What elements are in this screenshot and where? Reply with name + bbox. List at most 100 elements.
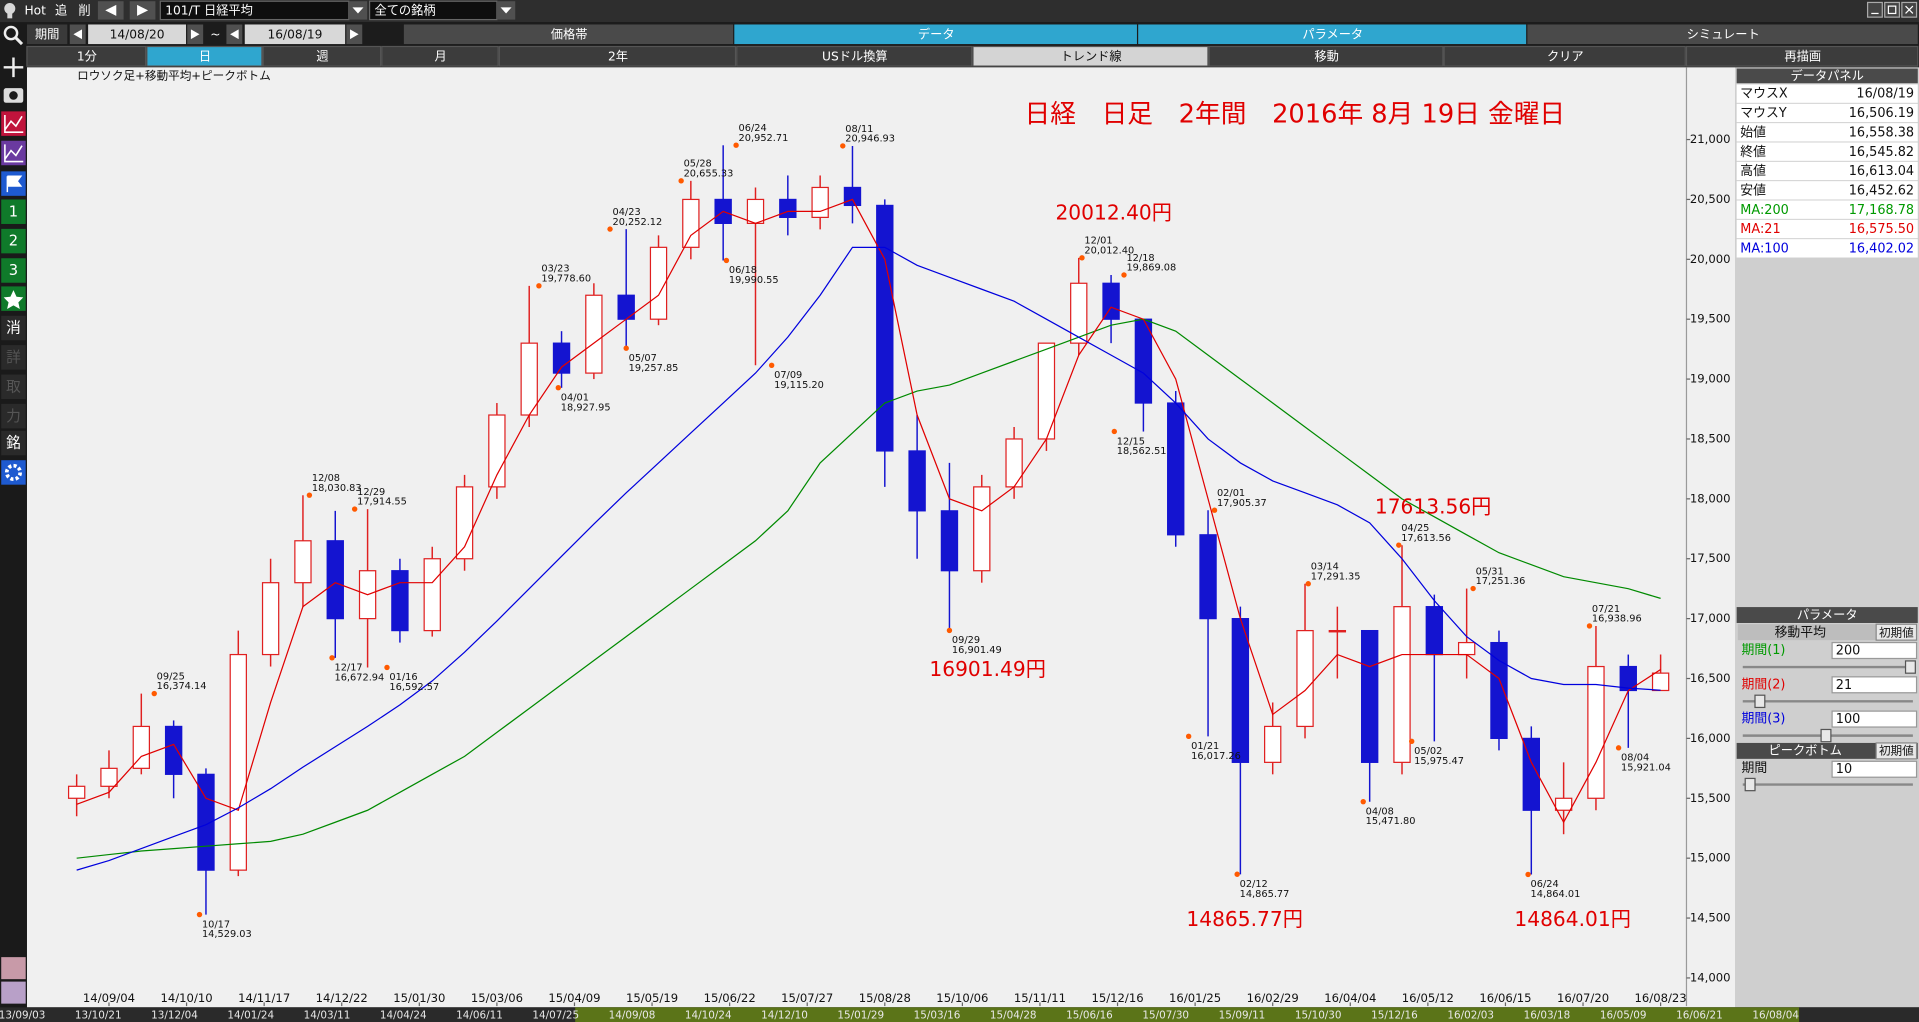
hot-button[interactable]: Hot [24, 4, 46, 18]
peak-value: 16,672.94 [334, 672, 384, 683]
peak-value: 20,012.40 [1084, 245, 1134, 256]
overview-date: 15/04/28 [990, 1009, 1037, 1021]
tab[interactable] [403, 24, 734, 45]
sidebar-button[interactable] [1, 403, 26, 429]
period-label: 期間 [35, 27, 59, 41]
peak-title: ピークボトム [1769, 743, 1842, 757]
sidebar-button[interactable] [1, 199, 26, 224]
search-icon[interactable] [3, 25, 19, 41]
button[interactable] [1443, 45, 1686, 67]
button[interactable] [1685, 45, 1919, 67]
data-row-label: 始値 [1740, 124, 1766, 140]
peak-value: 18,030.83 [312, 483, 362, 494]
data-row-value: 16/08/19 [1856, 87, 1914, 102]
bulb-icon[interactable] [4, 3, 16, 15]
slider-knob[interactable] [1820, 728, 1832, 743]
x-tick-label: 15/12/16 [1091, 991, 1143, 1005]
period-value: 100 [1836, 712, 1861, 727]
peak-reset-button[interactable] [1875, 742, 1918, 760]
peak-value: 15,471.80 [1366, 816, 1416, 827]
candle-body [779, 198, 797, 219]
delete-button[interactable]: 削 [78, 4, 90, 18]
tab[interactable] [1527, 24, 1918, 45]
candle-body [1102, 282, 1120, 320]
overview-date: 15/03/16 [914, 1009, 961, 1021]
overview-date: 15/01/29 [837, 1009, 884, 1021]
button[interactable] [1208, 45, 1444, 67]
tab[interactable] [734, 24, 1137, 45]
x-tick-label: 15/07/27 [781, 991, 833, 1005]
x-tick-label: 14/10/10 [161, 991, 213, 1005]
candle-body [1134, 318, 1153, 404]
button[interactable] [381, 45, 499, 67]
flag-glyph [6, 175, 23, 193]
period-input[interactable] [1831, 676, 1918, 694]
sidebar-label: 詳 [6, 349, 21, 366]
x-tick-label: 16/07/20 [1557, 991, 1609, 1005]
button[interactable] [146, 45, 263, 67]
x-tick-label: 15/06/22 [704, 991, 756, 1005]
camera-lens [9, 91, 18, 100]
button[interactable] [262, 45, 382, 67]
data-row [1736, 181, 1918, 200]
slider-knob[interactable] [1744, 777, 1756, 792]
peak-marker [555, 385, 562, 391]
button[interactable] [972, 45, 1209, 67]
peak-marker [151, 690, 157, 697]
button-label: 1分 [77, 49, 97, 63]
overview-window[interactable] [575, 1007, 1800, 1022]
peak-value: 16,901.49 [952, 645, 1002, 656]
tab[interactable] [1138, 24, 1527, 45]
from-date-box[interactable] [88, 24, 187, 45]
peak-value: 14,864.01 [1531, 889, 1581, 900]
period-input[interactable] [1831, 710, 1918, 728]
data-row-label: MA:100 [1740, 241, 1788, 256]
button[interactable] [736, 45, 973, 67]
sidebar-button[interactable] [1, 345, 26, 370]
data-row-value: 16,402.02 [1849, 241, 1914, 256]
candle-body [1070, 282, 1088, 344]
button[interactable] [498, 45, 737, 67]
period-value: 21 [1836, 678, 1852, 693]
x-tick-label: 14/12/22 [316, 991, 368, 1005]
peak-period-input[interactable] [1831, 760, 1918, 778]
tool-icon-2[interactable] [1, 981, 26, 1004]
reset-button[interactable] [1875, 623, 1918, 641]
data-row-label: マウスY [1740, 106, 1787, 121]
y-tick-label: 17,000 [1690, 611, 1731, 625]
minimize-button[interactable] [1866, 1, 1883, 18]
peak-date: 10/17 [202, 919, 230, 930]
slider-knob[interactable] [1754, 694, 1766, 709]
data-row-label: 高値 [1740, 163, 1766, 179]
peak-date: 06/24 [739, 123, 767, 134]
sidebar-button[interactable] [1, 430, 26, 456]
slider-knob[interactable] [1904, 660, 1916, 674]
y-tick-label: 21,000 [1690, 132, 1731, 146]
peak-reset-label: 初期値 [1879, 743, 1914, 757]
to-date-box[interactable] [244, 24, 346, 45]
y-tick-label: 20,000 [1690, 252, 1731, 266]
data-row-value: 16,545.82 [1849, 145, 1914, 160]
y-tick-label: 19,500 [1690, 312, 1731, 326]
sidebar-button[interactable] [1, 258, 26, 283]
peak-marker [1409, 738, 1415, 745]
sidebar-button[interactable] [1, 374, 26, 400]
peak-value: 19,778.60 [541, 273, 591, 284]
maximize-button[interactable] [1884, 1, 1901, 18]
peak-marker [1615, 745, 1622, 751]
peak-value: 17,905.37 [1217, 498, 1267, 509]
button[interactable] [26, 45, 147, 67]
tool-icon[interactable] [1, 957, 26, 980]
add-button[interactable]: 追 [55, 3, 67, 18]
candle-body [1328, 629, 1347, 633]
peak-marker [196, 911, 203, 918]
sidebar-button[interactable] [1, 228, 26, 254]
peak-marker [1525, 871, 1531, 878]
period-input[interactable] [1831, 641, 1918, 660]
overview-date: 14/03/11 [304, 1009, 351, 1021]
crosshair-icon[interactable] [3, 57, 24, 78]
ma-title: 移動平均 [1775, 625, 1827, 640]
peak-marker [1111, 428, 1118, 435]
sidebar-button[interactable] [1, 315, 26, 341]
